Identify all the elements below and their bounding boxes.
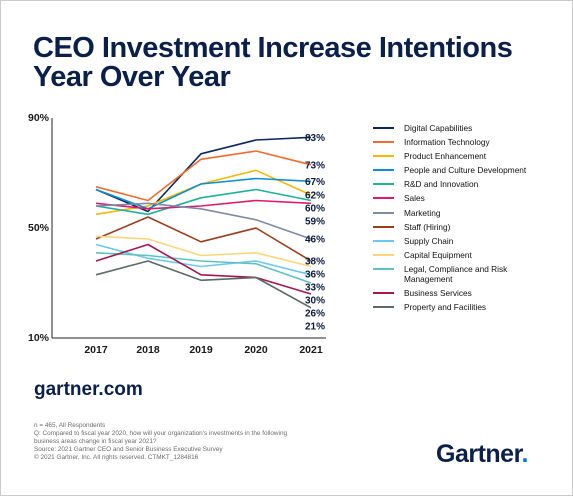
legend-swatch [373,197,394,200]
legend-item: Digital Capabilities [373,123,563,133]
data-label: 26% [305,309,325,320]
website-url[interactable]: gartner.com [34,379,143,400]
x-tick-label: 2019 [189,344,213,356]
legend-item: R&D and Innovation [373,179,563,189]
legend-swatch [373,306,394,309]
legend-label: Capital Equipment [404,249,472,260]
x-tick-label: 2018 [136,344,160,356]
data-label: 30% [305,296,325,307]
legend: Digital Capabilities Information Technolo… [373,123,563,316]
legend-item: Information Technology [373,137,563,147]
legend-item: People and Culture Development [373,165,563,175]
logo-dot: . [521,440,528,468]
legend-label: People and Culture Development [404,165,527,176]
legend-item: Property and Facilities [373,302,563,312]
data-label: 62% [305,191,325,202]
legend-item: Product Enhancement [373,151,563,161]
series-line [95,188,312,216]
series-line [95,199,312,210]
data-label: 21% [305,322,325,333]
series-line [95,235,312,268]
legend-swatch [373,141,394,144]
legend-item: Capital Equipment [373,250,563,260]
data-label: 33% [305,283,325,294]
footnote-line: Source: 2021 Gartner CEO and Senior Busi… [34,446,223,453]
x-tick-label: 2017 [84,344,108,356]
legend-label: Information Technology [404,137,490,148]
legend-swatch [373,211,394,214]
legend-item: Staff (Hiring) [373,222,563,232]
legend-label: Business Services [404,288,472,299]
legend-swatch [373,292,394,295]
data-label: 67% [305,177,325,188]
x-tick-label: 2020 [244,344,268,356]
legend-label: Staff (Hiring) [404,221,451,232]
legend-swatch [373,127,394,129]
logo-word: Gartner [436,440,522,468]
series-line [95,136,312,213]
data-label: 60% [305,204,325,215]
legend-label: Sales [404,193,425,204]
series-line [95,243,312,276]
legend-item: Legal, Compliance and Risk Management [373,264,563,284]
legend-swatch [373,225,394,228]
series-line [95,202,312,240]
footnote-line: n = 465, All Respondents [34,422,106,429]
legend-swatch [373,183,394,186]
data-label: 38% [305,257,325,268]
series-line [95,260,312,309]
series-line [95,150,312,202]
legend-label: Supply Chain [404,235,454,246]
y-tick-label: 50% [28,222,50,234]
gartner-logo: Gartner. [436,440,528,469]
legend-label: Legal, Compliance and Risk Management [404,263,508,284]
data-label: 83% [305,133,325,144]
legend-item: Supply Chain [373,236,563,246]
data-label: 59% [305,217,325,228]
y-tick-label: 10% [28,332,50,344]
y-tick-label: 90% [28,112,50,124]
data-label: 46% [305,235,325,246]
legend-swatch [373,239,394,242]
series-line [95,252,312,284]
data-label: 36% [305,270,325,281]
legend-label: Marketing [404,207,441,218]
title-line-1: CEO Investment Increase Intentions [33,32,513,64]
series-line [95,243,312,295]
footnote-line: business areas change in fiscal year 202… [34,438,157,445]
series-line [95,169,312,216]
footnote-line: © 2021 Gartner, Inc. All rights reserved… [34,454,199,461]
legend-swatch [373,155,394,158]
legend-swatch [373,253,394,256]
legend-swatch [373,267,394,270]
legend-label: Property and Facilities [404,302,487,313]
footnotes: n = 465, All Respondents Q: Compared to … [34,422,364,462]
legend-swatch [373,169,394,172]
footnote-line: Q: Compared to fiscal year 2020, how wil… [34,430,288,437]
legend-label: Product Enhancement [404,151,487,162]
data-label: 73% [305,160,325,171]
x-tick-label: 2021 [299,344,323,356]
legend-item: Marketing [373,208,563,218]
legend-item: Business Services [373,288,563,298]
series-line [95,216,312,262]
legend-label: R&D and Innovation [404,179,479,190]
title-line-2: Year Over Year [33,61,231,93]
legend-label: Digital Capabilities [404,123,473,133]
series-line [95,177,312,210]
chart-title: CEO Investment Increase Intentions Year … [33,34,553,92]
legend-item: Sales [373,193,563,203]
